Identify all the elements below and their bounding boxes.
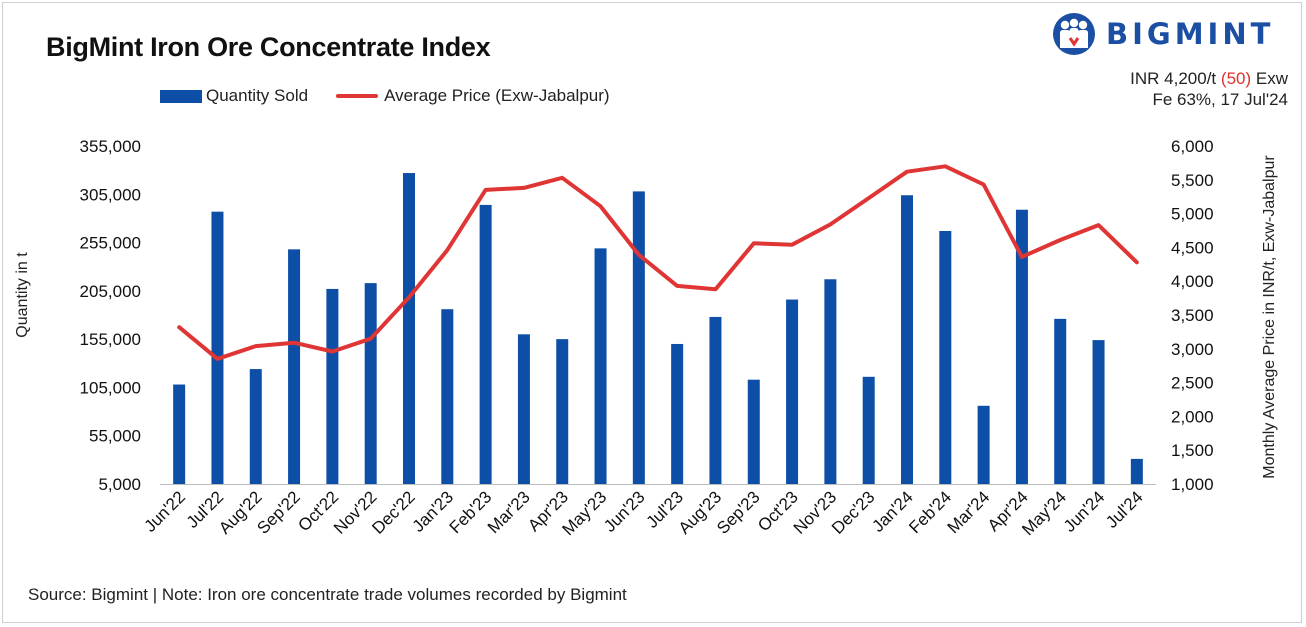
- price-info: INR 4,200/t (50) Exw Fe 63%, 17 Jul'24: [1130, 68, 1288, 110]
- legend-item-quantity: Quantity Sold: [160, 86, 308, 106]
- legend-item-price: Average Price (Exw-Jabalpur): [336, 86, 610, 106]
- legend-bar-swatch: [160, 89, 202, 103]
- price-basis: Exw: [1255, 69, 1288, 88]
- legend-line-swatch: [336, 94, 379, 98]
- source-note: Source: Bigmint | Note: Iron ore concent…: [28, 585, 627, 604]
- bigmint-logo-text: BIGMINT: [1106, 17, 1275, 51]
- price-value: INR 4,200/t: [1130, 69, 1217, 88]
- bigmint-logo: BIGMINT: [1050, 12, 1274, 56]
- bigmint-logo-icon: [1053, 13, 1095, 55]
- legend-label-quantity: Quantity Sold: [206, 86, 309, 105]
- price-info-line2: Fe 63%, 17 Jul'24: [1152, 90, 1288, 109]
- price-info-line1: INR 4,200/t (50) Exw: [1130, 68, 1288, 89]
- chart-title: BigMint Iron Ore Concentrate Index: [46, 32, 491, 62]
- legend-label-price: Average Price (Exw-Jabalpur): [384, 86, 610, 105]
- legend: Quantity Sold Average Price (Exw-Jabalpu…: [160, 86, 638, 106]
- price-change: (50): [1220, 69, 1252, 88]
